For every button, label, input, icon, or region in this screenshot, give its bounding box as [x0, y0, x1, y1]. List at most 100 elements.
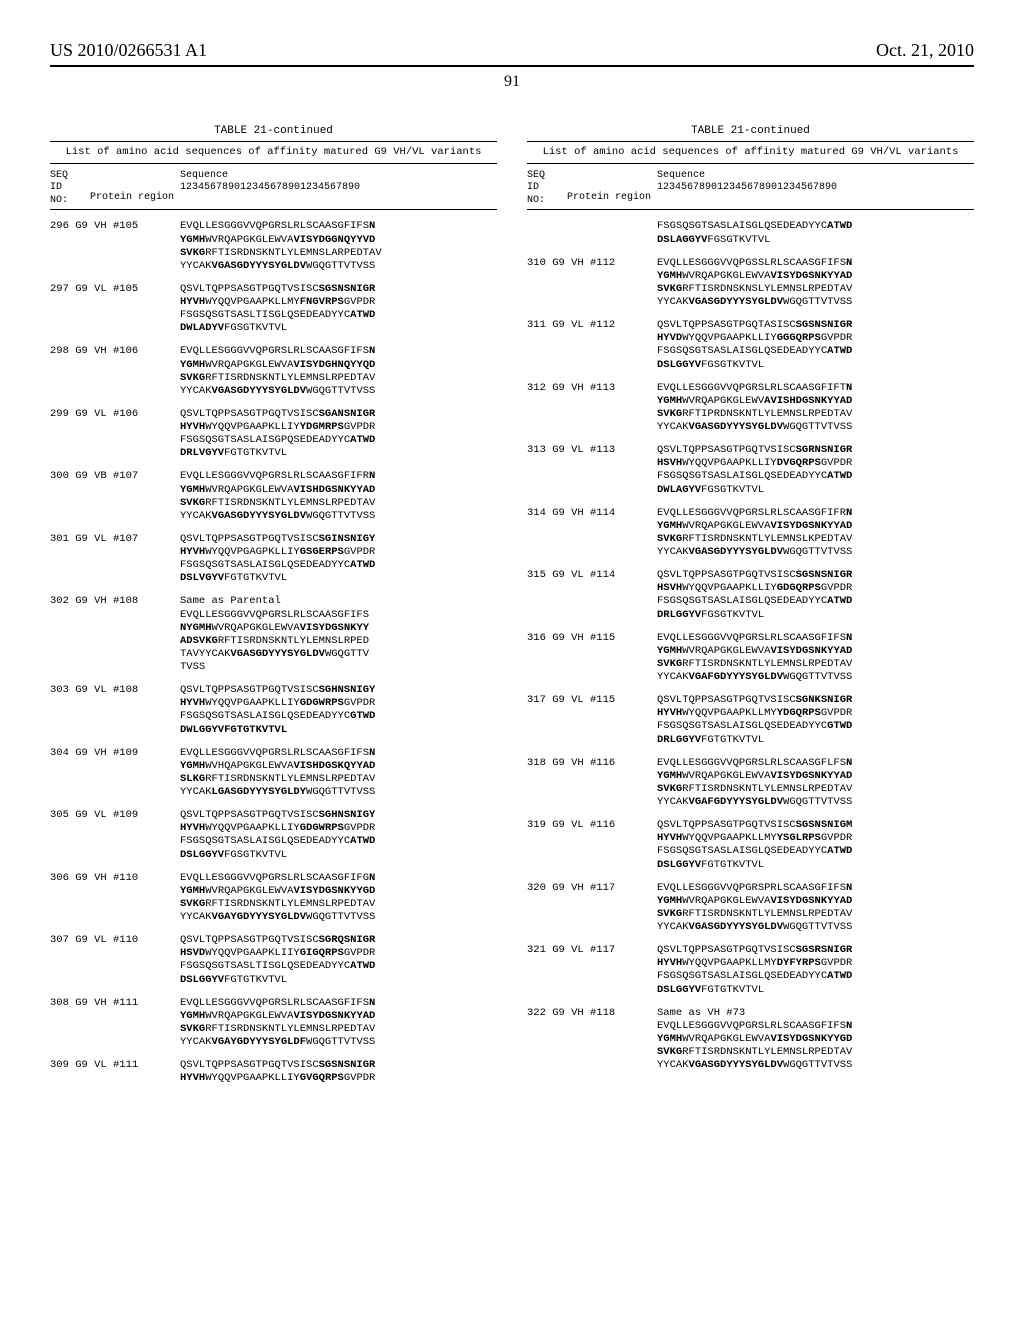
table-row: 296 G9 VH #105EVQLLESGGGVVQPGRSLRLSCAASG… — [50, 220, 497, 273]
entry-meta: 318 G9 VH #116 — [527, 757, 657, 810]
table-row: 308 G9 VH #111EVQLLESGGGVVQPGRSLRLSCAASG… — [50, 997, 497, 1050]
entry-sequence: EVQLLESGGGVVQPGRSLRLSCAASGFIFRN YGMHWVRQ… — [657, 507, 974, 560]
entry-meta: 319 G9 VL #116 — [527, 819, 657, 872]
col-header-seqid: SEQ ID NO: — [50, 170, 90, 208]
col-header-sequence: Sequence 123456789012345678901234567890 — [657, 170, 974, 208]
entry-sequence: Same as Parental EVQLLESGGGVVQPGRSLRLSCA… — [180, 595, 497, 674]
right-entries: 310 G9 VH #112EVQLLESGGGVVQPGSSLRLSCAASG… — [527, 257, 974, 1073]
table-label-left: TABLE 21-continued — [50, 125, 497, 139]
entry-sequence: QSVLTQPPSASGTPGQTVSISCSGHNSNIGY HYVHWYQQ… — [180, 809, 497, 862]
table-row: 297 G9 VL #105QSVLTQPPSASGTPGQTVSISCSGSN… — [50, 283, 497, 336]
entry-sequence: EVQLLESGGGVVQPGRSLRLSCAASGFIFRN YGMHWVRQ… — [180, 470, 497, 523]
entry-meta: 297 G9 VL #105 — [50, 283, 180, 336]
table-row: 312 G9 VH #113EVQLLESGGGVVQPGRSLRLSCAASG… — [527, 382, 974, 435]
entry-meta: 314 G9 VH #114 — [527, 507, 657, 560]
table-row: 314 G9 VH #114EVQLLESGGGVVQPGRSLRLSCAASG… — [527, 507, 974, 560]
left-entries: 296 G9 VH #105EVQLLESGGGVVQPGRSLRLSCAASG… — [50, 220, 497, 1085]
entry-meta: 312 G9 VH #113 — [527, 382, 657, 435]
table-row: 318 G9 VH #116EVQLLESGGGVVQPGRSLRLSCAASG… — [527, 757, 974, 810]
entry-meta: 315 G9 VL #114 — [527, 569, 657, 622]
page-header: US 2010/0266531 A1 Oct. 21, 2010 — [50, 40, 974, 67]
column-headers-right: SEQ ID NO: Protein region Sequence 12345… — [527, 170, 974, 208]
table-row: 303 G9 VL #108QSVLTQPPSASGTPGQTVSISCSGHN… — [50, 684, 497, 737]
entry-sequence: QSVLTQPPSASGTPGQTVSISCSGSNSNIGM HYVHWYQQ… — [657, 819, 974, 872]
entry-sequence: EVQLLESGGGVVQPGRSLRLSCAASGFLFSN YGMHWVRQ… — [657, 757, 974, 810]
entry-sequence: QSVLTQPPSASGTPGQTVSISCSGSNSNIGR HYVHWYQQ… — [180, 1059, 497, 1085]
col-header-sequence: Sequence 123456789012345678901234567890 — [180, 170, 497, 208]
table-caption-right: List of amino acid sequences of affinity… — [527, 146, 974, 159]
entry-meta: 300 G9 VB #107 — [50, 470, 180, 523]
entry-meta: 303 G9 VL #108 — [50, 684, 180, 737]
entry-meta: 321 G9 VL #117 — [527, 944, 657, 997]
table-row: 299 G9 VL #106QSVLTQPPSASGTPGQTVSISCSGAN… — [50, 408, 497, 461]
entry-sequence: EVQLLESGGGVVQPGRSLRLSCAASGFIFSN YGMHWVRQ… — [180, 345, 497, 398]
entry-meta: 298 G9 VH #106 — [50, 345, 180, 398]
entry-sequence: EVQLLESGGGVVQPGRSPRLSCAASGFIFSN YGMHWVRQ… — [657, 882, 974, 935]
two-column-layout: TABLE 21-continued List of amino acid se… — [50, 121, 974, 1095]
entry-meta: 310 G9 VH #112 — [527, 257, 657, 310]
table-row: 300 G9 VB #107EVQLLESGGGVVQPGRSLRLSCAASG… — [50, 470, 497, 523]
pub-number: US 2010/0266531 A1 — [50, 40, 207, 61]
table-row: 313 G9 VL #113QSVLTQPPSASGTPGQTVSISCSGRN… — [527, 444, 974, 497]
entry-sequence: EVQLLESGGGVVQPGRSLRLSCAASGFIFSN YGMHWVRQ… — [657, 632, 974, 685]
col-header-protein: Protein region — [90, 170, 180, 208]
entry-meta: 309 G9 VL #111 — [50, 1059, 180, 1085]
table-row: 311 G9 VL #112QSVLTQPPSASGTPGQTASISCSGSN… — [527, 319, 974, 372]
entry-meta: 304 G9 VH #109 — [50, 747, 180, 800]
table-row: 306 G9 VH #110EVQLLESGGGVVQPGRSLRLSCAASG… — [50, 872, 497, 925]
entry-sequence: QSVLTQPPSASGTPGQTVSISCSGSNSNIGR HYVHWYQQ… — [180, 283, 497, 336]
pub-date: Oct. 21, 2010 — [876, 40, 974, 61]
table-row: 322 G9 VH #118Same as VH #73 EVQLLESGGGV… — [527, 1007, 974, 1073]
entry-meta: 306 G9 VH #110 — [50, 872, 180, 925]
table-row: 305 G9 VL #109QSVLTQPPSASGTPGQTVSISCSGHN… — [50, 809, 497, 862]
page-number: 91 — [50, 73, 974, 91]
entry-sequence: QSVLTQPPSASGTPGQTVSISCSGNKSNIGR HYVHWYQQ… — [657, 694, 974, 747]
entry-meta: 299 G9 VL #106 — [50, 408, 180, 461]
entry-meta: 317 G9 VL #115 — [527, 694, 657, 747]
entry-meta: 305 G9 VL #109 — [50, 809, 180, 862]
entry-sequence: QSVLTQPPSASGTPGQTASISCSGSNSNIGR HYVDWYQQ… — [657, 319, 974, 372]
table-row: 315 G9 VL #114QSVLTQPPSASGTPGQTVSISCSGSN… — [527, 569, 974, 622]
table-row: 310 G9 VH #112EVQLLESGGGVVQPGSSLRLSCAASG… — [527, 257, 974, 310]
entry-sequence: QSVLTQPPSASGTPGQTVSISCSGHNSNIGY HYVHWYQQ… — [180, 684, 497, 737]
entry-sequence: QSVLTQPPSASGTPGQTVSISCSGANSNIGR HYVHWYQQ… — [180, 408, 497, 461]
table-row: 298 G9 VH #106EVQLLESGGGVVQPGRSLRLSCAASG… — [50, 345, 497, 398]
entry-meta: 313 G9 VL #113 — [527, 444, 657, 497]
table-row: 304 G9 VH #109EVQLLESGGGVVQPGRSLRLSCAASG… — [50, 747, 497, 800]
right-column: TABLE 21-continued List of amino acid se… — [527, 121, 974, 1095]
continuation-entry: FSGSQSGTSASLAISGLQSEDEADYYCATWD DSLAGGYV… — [527, 220, 974, 246]
entry-meta: 302 G9 VH #108 — [50, 595, 180, 674]
entry-sequence: QSVLTQPPSASGTPGQTVSISCSGSRSNIGR HYVHWYQQ… — [657, 944, 974, 997]
table-row: 320 G9 VH #117EVQLLESGGGVVQPGRSPRLSCAASG… — [527, 882, 974, 935]
col-header-seqid: SEQ ID NO: — [527, 170, 567, 208]
continuation-sequence: FSGSQSGTSASLAISGLQSEDEADYYCATWD DSLAGGYV… — [657, 220, 974, 246]
table-row: 321 G9 VL #117QSVLTQPPSASGTPGQTVSISCSGSR… — [527, 944, 974, 997]
entry-meta: 308 G9 VH #111 — [50, 997, 180, 1050]
table-label-right: TABLE 21-continued — [527, 125, 974, 139]
entry-sequence: EVQLLESGGGVVQPGRSLRLSCAASGFIFSN YGMHWVRQ… — [180, 997, 497, 1050]
entry-meta: 311 G9 VL #112 — [527, 319, 657, 372]
table-row: 302 G9 VH #108Same as Parental EVQLLESGG… — [50, 595, 497, 674]
entry-sequence: EVQLLESGGGVVQPGRSLRLSCAASGFIFTN YGMHWVRQ… — [657, 382, 974, 435]
entry-sequence: QSVLTQPPSASGTPGQTVSISCSGRQSNIGR HSVDWYQQ… — [180, 934, 497, 987]
table-row: 317 G9 VL #115QSVLTQPPSASGTPGQTVSISCSGNK… — [527, 694, 974, 747]
entry-sequence: QSVLTQPPSASGTPGQTVSISCSGINSNIGY HYVHWYQQ… — [180, 533, 497, 586]
table-row: 316 G9 VH #115EVQLLESGGGVVQPGRSLRLSCAASG… — [527, 632, 974, 685]
entry-sequence: EVQLLESGGGVVQPGRSLRLSCAASGFIFSN YGMHWVHQ… — [180, 747, 497, 800]
left-column: TABLE 21-continued List of amino acid se… — [50, 121, 497, 1095]
entry-sequence: EVQLLESGGGVVQPGSSLRLSCAASGFIFSN YGMHWVRQ… — [657, 257, 974, 310]
entry-sequence: QSVLTQPPSASGTPGQTVSISCSGRNSNIGR HSVHWYQQ… — [657, 444, 974, 497]
entry-sequence: Same as VH #73 EVQLLESGGGVVQPGRSLRLSCAAS… — [657, 1007, 974, 1073]
entry-meta: 320 G9 VH #117 — [527, 882, 657, 935]
entry-sequence: QSVLTQPPSASGTPGQTVSISCSGSNSNIGR HSVHWYQQ… — [657, 569, 974, 622]
column-headers-left: SEQ ID NO: Protein region Sequence 12345… — [50, 170, 497, 208]
entry-meta: 296 G9 VH #105 — [50, 220, 180, 273]
entry-meta: 301 G9 VL #107 — [50, 533, 180, 586]
table-caption-left: List of amino acid sequences of affinity… — [50, 146, 497, 159]
entry-meta: 307 G9 VL #110 — [50, 934, 180, 987]
table-row: 301 G9 VL #107QSVLTQPPSASGTPGQTVSISCSGIN… — [50, 533, 497, 586]
entry-meta: 316 G9 VH #115 — [527, 632, 657, 685]
entry-sequence: EVQLLESGGGVVQPGRSLRLSCAASGFIFGN YGMHWVRQ… — [180, 872, 497, 925]
table-row: 309 G9 VL #111QSVLTQPPSASGTPGQTVSISCSGSN… — [50, 1059, 497, 1085]
entry-sequence: EVQLLESGGGVVQPGRSLRLSCAASGFIFSN YGMHWVRQ… — [180, 220, 497, 273]
